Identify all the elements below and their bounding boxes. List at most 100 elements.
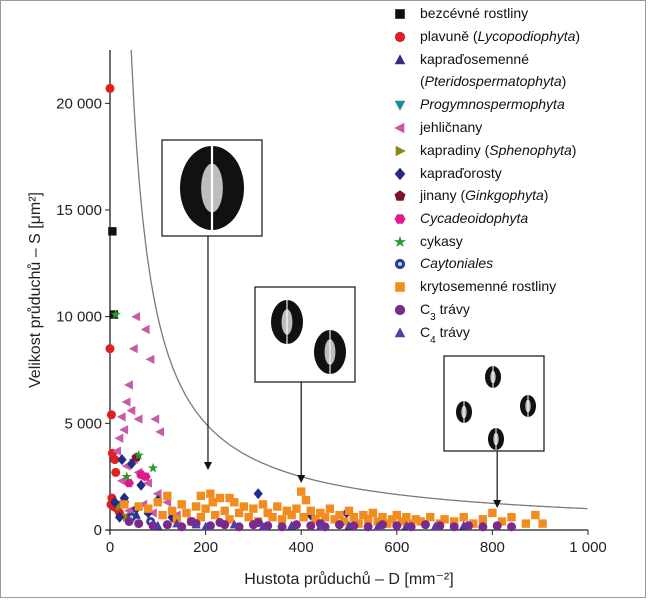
data-point bbox=[140, 324, 150, 335]
data-point bbox=[253, 518, 263, 528]
data-point bbox=[167, 506, 177, 515]
inset-box-1 bbox=[161, 139, 263, 470]
data-point bbox=[401, 520, 411, 530]
legend-label: plavuně (Lycopodiophyta) bbox=[420, 28, 580, 44]
legend-item: cykasy bbox=[394, 233, 463, 249]
data-point bbox=[492, 521, 502, 531]
data-point bbox=[110, 309, 121, 319]
inset-arrow bbox=[203, 236, 212, 470]
legend-marker bbox=[394, 167, 406, 181]
data-point bbox=[373, 517, 382, 526]
data-point bbox=[208, 498, 217, 507]
data-point bbox=[253, 488, 263, 500]
data-point bbox=[430, 521, 440, 531]
data-point bbox=[182, 508, 191, 518]
data-point bbox=[196, 491, 206, 501]
stoma-icon bbox=[488, 428, 504, 450]
legend-label: kapradiny (Sphenophyta) bbox=[420, 142, 576, 158]
legend-item: Progymnospermophyta bbox=[394, 96, 565, 112]
data-point bbox=[311, 515, 320, 524]
x-tick-label: 0 bbox=[106, 539, 114, 556]
legend-marker bbox=[394, 258, 406, 270]
legend-item: (Pteridospermatophyta) bbox=[420, 73, 566, 89]
data-point bbox=[133, 449, 144, 460]
data-point bbox=[162, 520, 172, 530]
data-point bbox=[263, 508, 272, 518]
data-point bbox=[488, 508, 497, 518]
data-point bbox=[131, 312, 141, 322]
data-point bbox=[145, 354, 155, 364]
legend-label: krytosemenné rostliny bbox=[420, 278, 556, 294]
legend-marker bbox=[394, 214, 406, 224]
data-point bbox=[234, 508, 244, 518]
data-point bbox=[106, 410, 116, 420]
data-point bbox=[105, 83, 115, 93]
x-tick-label: 1 000 bbox=[569, 539, 607, 556]
data-point bbox=[147, 462, 159, 473]
data-point bbox=[340, 517, 349, 526]
data-point bbox=[105, 344, 115, 354]
data-point bbox=[277, 522, 287, 532]
legend: bezcévné rostliny plavuně (Lycopodiophyta… bbox=[394, 5, 580, 346]
data-point bbox=[111, 467, 121, 477]
data-point bbox=[349, 513, 358, 522]
series-8 bbox=[124, 470, 151, 488]
data-point bbox=[141, 472, 151, 481]
data-point bbox=[299, 513, 308, 522]
data-point bbox=[320, 513, 330, 522]
legend-label: jehličnany bbox=[419, 119, 482, 135]
inset-arrow bbox=[493, 451, 502, 508]
data-point bbox=[150, 414, 160, 424]
x-tick-label: 600 bbox=[384, 539, 409, 556]
legend-item: kapraďorosty bbox=[394, 165, 502, 181]
data-point bbox=[112, 446, 121, 456]
data-point bbox=[119, 425, 129, 435]
data-point bbox=[239, 502, 249, 511]
data-point bbox=[136, 479, 146, 491]
data-point bbox=[153, 498, 162, 507]
data-point bbox=[177, 500, 186, 509]
legend-label: (Pteridospermatophyta) bbox=[420, 73, 566, 89]
y-tick-label: 20 000 bbox=[56, 95, 102, 112]
data-point bbox=[144, 504, 153, 513]
legend-item: bezcévné rostliny bbox=[395, 5, 528, 21]
data-point bbox=[220, 506, 229, 515]
data-point bbox=[158, 510, 167, 520]
data-point bbox=[297, 487, 306, 496]
data-point bbox=[124, 478, 134, 488]
data-point bbox=[459, 513, 468, 522]
x-tick-label: 800 bbox=[480, 539, 505, 556]
data-point bbox=[368, 508, 378, 518]
data-point bbox=[117, 454, 127, 466]
data-point bbox=[330, 515, 339, 524]
stoma-icon bbox=[180, 146, 244, 230]
legend-label: kapraďosemenné bbox=[420, 51, 529, 67]
legend-label: Cycadeoidophyta bbox=[420, 210, 528, 226]
data-point bbox=[392, 521, 402, 531]
data-point bbox=[287, 520, 297, 530]
data-point bbox=[507, 513, 516, 522]
data-point bbox=[215, 518, 225, 528]
data-point bbox=[334, 520, 344, 530]
legend-label: jinany (Ginkgophyta) bbox=[419, 187, 548, 203]
legend-marker bbox=[394, 122, 405, 134]
inset-box-2 bbox=[254, 286, 356, 483]
legend-marker bbox=[394, 190, 406, 201]
y-tick-label: 15 000 bbox=[56, 202, 102, 219]
data-point bbox=[191, 519, 201, 529]
data-point bbox=[420, 520, 430, 530]
data-point bbox=[121, 471, 132, 482]
legend-label: C3 trávy bbox=[420, 301, 470, 323]
stoma-icon bbox=[314, 330, 346, 374]
inset-arrow bbox=[297, 382, 306, 483]
data-point bbox=[354, 519, 363, 528]
inset-box-3 bbox=[443, 355, 545, 508]
legend-marker bbox=[394, 54, 406, 65]
data-point bbox=[469, 519, 478, 528]
data-point bbox=[249, 504, 258, 513]
y-tick-label: 0 bbox=[94, 522, 102, 539]
data-point bbox=[373, 521, 383, 531]
stoma-icon bbox=[271, 300, 303, 344]
